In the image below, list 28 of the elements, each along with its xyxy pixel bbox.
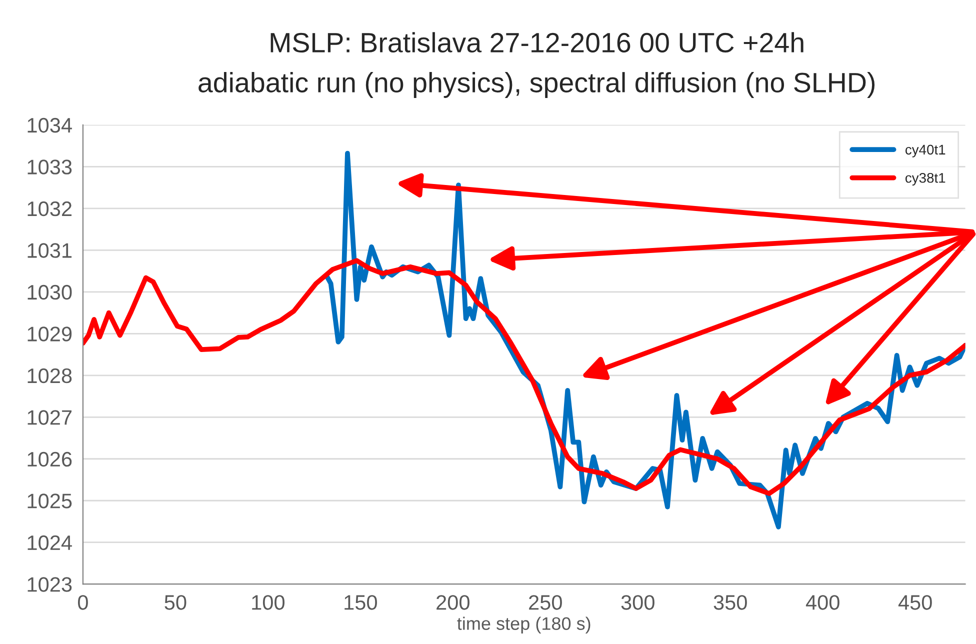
- x-tick-label: 200: [436, 595, 470, 610]
- y-tick-label: 1033: [28, 160, 72, 174]
- y-tick-label: 1024: [28, 535, 72, 550]
- x-tick-label: 100: [252, 595, 284, 610]
- chart-title: MSLP: Bratislava 27-12-2016 00 UTC +24h: [270, 32, 804, 53]
- x-tick-label: 350: [714, 595, 747, 610]
- y-tick-label: 1029: [28, 326, 72, 342]
- legend-label: cy38t1: [905, 172, 946, 186]
- y-tick-label: 1027: [28, 410, 72, 425]
- y-tick-label: 1025: [28, 494, 72, 508]
- x-tick-label: 300: [621, 595, 654, 610]
- y-tick-label: 1032: [28, 201, 72, 216]
- y-tick-label: 1026: [28, 452, 72, 467]
- line-series: [82, 258, 966, 496]
- x-tick-label: 0: [78, 595, 88, 610]
- chart-subtitle: adiabatic run (no physics), spectral diffusion (no SLHD): [198, 72, 875, 98]
- x-tick-label: 400: [806, 595, 840, 610]
- y-tick-label: 1030: [28, 284, 72, 300]
- x-tick-label: 250: [529, 595, 562, 610]
- x-axis-title: time step (180 s): [457, 616, 590, 634]
- y-tick-label: 1031: [28, 243, 72, 258]
- x-tick-label: 150: [344, 595, 377, 610]
- x-tick-label: 50: [164, 595, 186, 610]
- legend-label: cy40t1: [905, 144, 946, 158]
- y-tick-label: 1034: [28, 118, 72, 133]
- y-tick-label: 1028: [28, 368, 72, 384]
- x-tick-label: 450: [898, 595, 932, 610]
- y-tick-label: 1023: [28, 577, 72, 592]
